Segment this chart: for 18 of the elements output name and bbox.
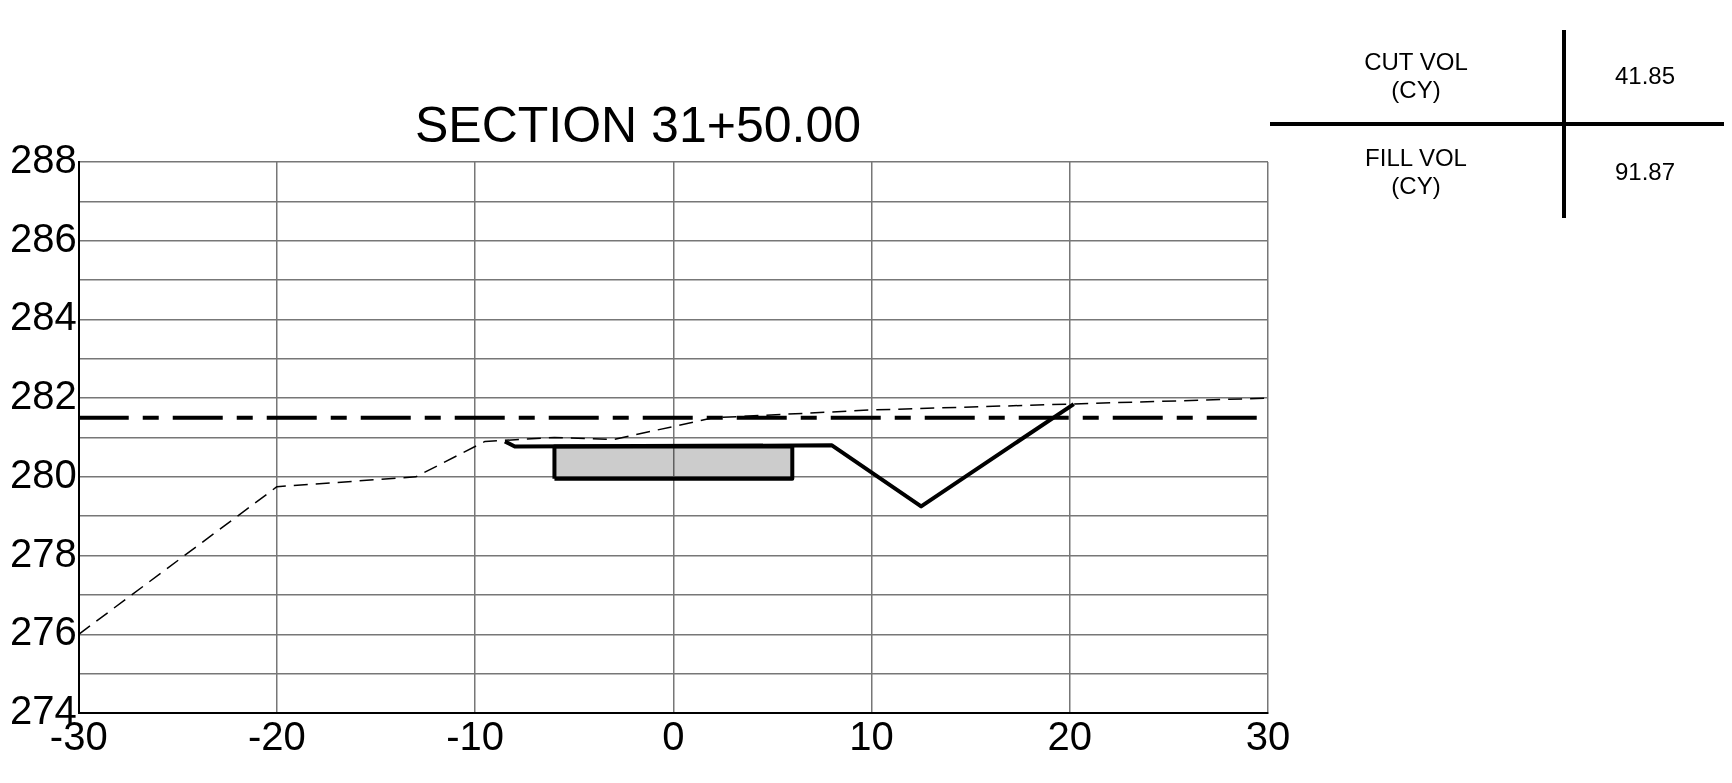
y-tick-label: 282 — [9, 373, 77, 418]
x-tick-label: -20 — [248, 714, 306, 759]
y-tick-label: 286 — [9, 215, 77, 260]
x-tick-label: 30 — [1245, 714, 1291, 759]
y-tick-label: 278 — [9, 530, 77, 575]
x-tick-label: 0 — [662, 714, 685, 759]
text: 91.87 — [1613, 157, 1677, 187]
y-tick-label: 284 — [9, 294, 77, 339]
x-tick-label: -10 — [446, 714, 505, 759]
y-tick-label: 276 — [9, 609, 77, 654]
x-tick-label: 20 — [1047, 714, 1093, 759]
x-tick-label: 10 — [849, 714, 894, 759]
text: CUT VOL (CY) — [1270, 30, 1564, 124]
y-tick-label: 288 — [9, 137, 77, 182]
chart-title: SECTION 31+50.00 — [414, 96, 862, 153]
text: 41.85 — [1564, 30, 1724, 124]
y-tick-label: 280 — [9, 451, 77, 496]
text: FILL VOL (CY) — [1270, 124, 1564, 218]
